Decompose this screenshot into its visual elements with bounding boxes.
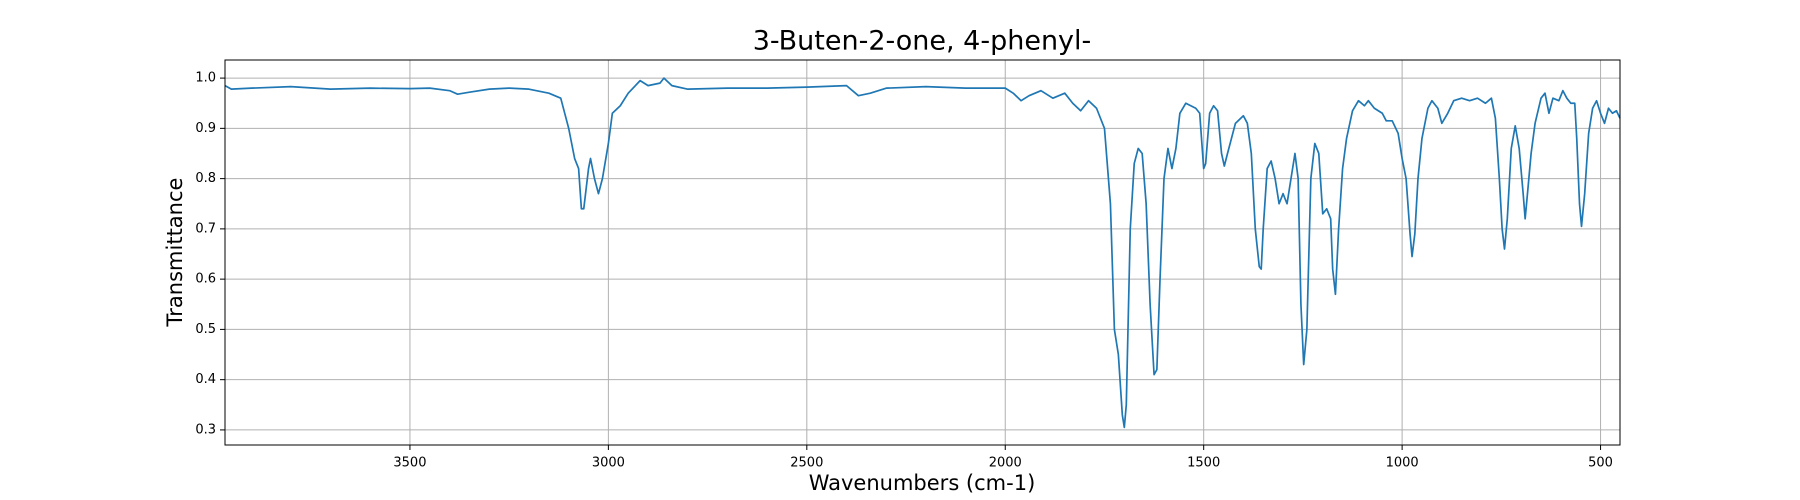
y-tick-label: 0.5 bbox=[195, 322, 216, 337]
y-axis-label: Transmittance bbox=[163, 178, 187, 328]
y-tick-label: 0.6 bbox=[195, 272, 216, 287]
spectrum-line bbox=[224, 77, 1621, 429]
y-tick-label: 1.0 bbox=[195, 71, 216, 86]
x-tick-label: 3500 bbox=[393, 456, 426, 471]
x-tick-label: 3000 bbox=[592, 456, 625, 471]
x-tick-label: 2000 bbox=[989, 456, 1022, 471]
plot-frame bbox=[224, 59, 1621, 446]
y-tick-label: 0.7 bbox=[195, 221, 216, 236]
y-tick-label: 0.3 bbox=[195, 422, 216, 437]
x-tick-label: 1500 bbox=[1187, 456, 1220, 471]
y-tick-label: 0.9 bbox=[195, 121, 216, 136]
x-tick-label: 1000 bbox=[1386, 456, 1419, 471]
x-tick-label: 2500 bbox=[790, 456, 823, 471]
y-tick-label: 0.4 bbox=[195, 372, 216, 387]
x-axis-label: Wavenumbers (cm-1) bbox=[809, 471, 1036, 495]
x-tick-label: 500 bbox=[1588, 456, 1613, 471]
chart-title: 3-Buten-2-one, 4-phenyl- bbox=[753, 26, 1092, 57]
y-tick-label: 0.8 bbox=[195, 171, 216, 186]
